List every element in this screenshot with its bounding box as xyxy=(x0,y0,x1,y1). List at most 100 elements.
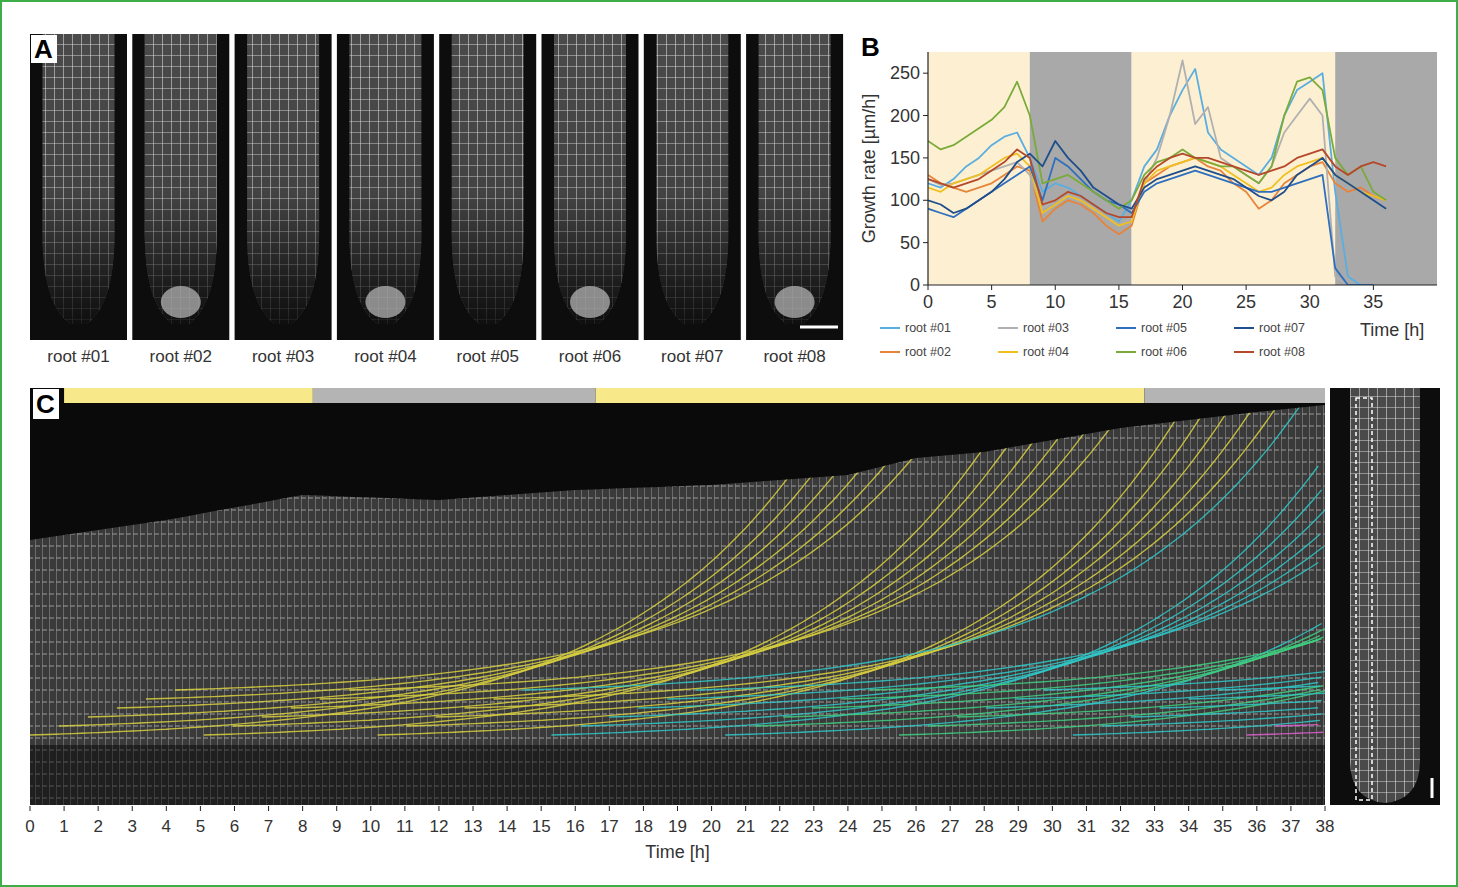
cell-track xyxy=(320,430,1087,699)
tissue xyxy=(30,405,1325,805)
x-tick-label: 25 xyxy=(1236,292,1256,312)
y-axis xyxy=(927,52,928,285)
x-tick xyxy=(984,806,985,811)
cell-track xyxy=(1044,672,1325,690)
cell-track xyxy=(667,547,1323,699)
legend-label: root #04 xyxy=(1023,345,1069,359)
x-tick xyxy=(950,806,951,811)
panel-c: 0123456789101112131415161718192021222324… xyxy=(25,388,1440,862)
x-tick-label: 30 xyxy=(1300,292,1320,312)
root-body xyxy=(452,34,524,324)
cell-tracks xyxy=(30,397,1325,735)
y-tick-label: 50 xyxy=(900,233,920,253)
legend-label: root #08 xyxy=(1259,345,1305,359)
x-tick-label: 14 xyxy=(498,817,517,836)
x-tick-label: 15 xyxy=(532,817,551,836)
cell-track xyxy=(1160,701,1322,709)
y-tick xyxy=(923,157,928,158)
light-period xyxy=(64,388,313,403)
x-tick xyxy=(200,806,201,811)
y-tick-label: 0 xyxy=(910,275,920,295)
legend: root #01root #02root #03root #04root #05… xyxy=(880,321,1305,359)
x-tick xyxy=(234,806,235,811)
x-tick-label: 24 xyxy=(838,817,857,836)
shading xyxy=(1335,52,1437,285)
x-tick xyxy=(928,285,929,290)
legend-swatch xyxy=(998,327,1018,329)
label-patch xyxy=(31,35,57,63)
cap-zone xyxy=(30,745,1325,805)
x-tick xyxy=(438,806,439,811)
x-tick xyxy=(1256,806,1257,811)
root-body xyxy=(656,34,728,324)
legend-label: root #05 xyxy=(1141,321,1187,335)
y-tick xyxy=(923,285,928,286)
x-tick xyxy=(64,806,65,811)
plot-area xyxy=(928,52,1437,285)
x-tick-label: 17 xyxy=(600,817,619,836)
image-label: root #03 xyxy=(252,347,314,366)
root-cap xyxy=(161,286,201,318)
legend-swatch xyxy=(1116,351,1136,353)
x-tick-label: 33 xyxy=(1145,817,1164,836)
x-tick xyxy=(541,806,542,811)
x-tick xyxy=(268,806,269,811)
x-tick-label: 22 xyxy=(770,817,789,836)
figure: root #01root #02root #03root #04root #05… xyxy=(0,0,1458,887)
x-tick xyxy=(1188,806,1189,811)
cell-track xyxy=(841,640,1318,699)
root-body xyxy=(759,34,831,324)
root-cap xyxy=(570,286,610,318)
x-tick-label: 8 xyxy=(298,817,307,836)
x-tick-label: 36 xyxy=(1247,817,1266,836)
x-tick-label: 10 xyxy=(1045,292,1065,312)
cell-track xyxy=(696,563,1318,691)
x-tick xyxy=(847,806,848,811)
root-cap xyxy=(775,286,815,318)
root-body xyxy=(43,34,115,324)
cell-track xyxy=(551,466,1318,735)
root-shade xyxy=(554,34,626,324)
legend-swatch xyxy=(1116,327,1136,329)
root-shade xyxy=(452,34,524,324)
cell-track xyxy=(291,439,1058,708)
legend-label: root #01 xyxy=(905,321,951,335)
panel-letter: B xyxy=(861,32,880,62)
x-tick-label: 0 xyxy=(25,817,34,836)
x-tick xyxy=(1290,806,1291,811)
cell-track xyxy=(609,510,1325,717)
x-tick xyxy=(1182,285,1183,290)
x-tick xyxy=(1086,806,1087,811)
root-image xyxy=(30,34,127,340)
x-tick-label: 31 xyxy=(1077,817,1096,836)
root-body xyxy=(554,34,626,324)
x-axis-title: Time [h] xyxy=(645,842,709,862)
panel-letter: C xyxy=(36,389,55,419)
image-label: root #06 xyxy=(559,347,621,366)
label-patch xyxy=(33,389,59,419)
root-body xyxy=(349,34,421,324)
x-tick xyxy=(1154,806,1155,811)
series-line xyxy=(928,158,1373,285)
cell-track xyxy=(754,629,1325,727)
series-line xyxy=(928,154,1386,226)
x-tick-label: 27 xyxy=(941,817,960,836)
x-tick xyxy=(507,806,508,811)
x-tick-label: 35 xyxy=(1213,817,1232,836)
x-tick xyxy=(302,806,303,811)
image-label: root #05 xyxy=(457,347,519,366)
x-tick xyxy=(1018,806,1019,811)
x-tick xyxy=(643,806,644,811)
panel-a: root #01root #02root #03root #04root #05… xyxy=(30,34,843,366)
x-tick xyxy=(609,806,610,811)
x-tick xyxy=(575,806,576,811)
x-tick-label: 4 xyxy=(162,817,171,836)
x-tick-label: 0 xyxy=(923,292,933,312)
x-tick-label: 35 xyxy=(1363,292,1383,312)
x-tick-label: 1 xyxy=(59,817,68,836)
x-tick xyxy=(1052,806,1053,811)
root-image xyxy=(132,34,229,340)
light-period xyxy=(596,388,1145,403)
image-label: root #07 xyxy=(661,347,723,366)
cell-track xyxy=(349,421,1116,690)
